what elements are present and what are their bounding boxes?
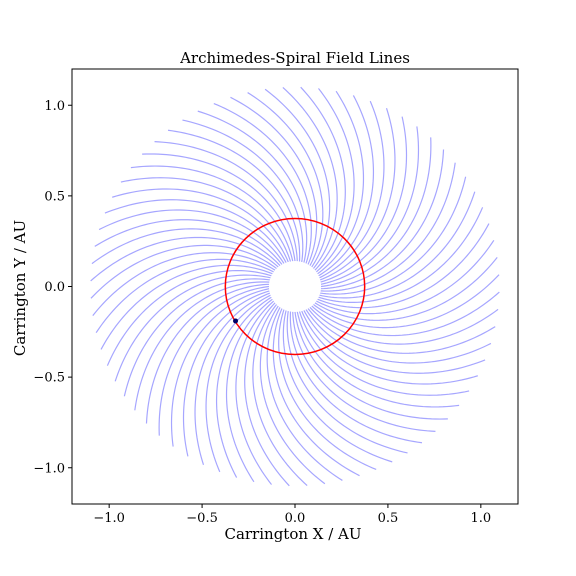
field-line — [314, 256, 498, 321]
field-line — [130, 165, 294, 262]
x-tick-label: 1.0 — [470, 511, 491, 526]
field-line — [282, 87, 338, 269]
field-line — [289, 311, 423, 444]
y-tick-label: −1.0 — [33, 461, 65, 476]
x-tick-label: −0.5 — [186, 511, 218, 526]
field-line — [307, 308, 496, 354]
field-line — [319, 191, 476, 299]
sun-disk — [268, 261, 322, 312]
field-line — [282, 310, 393, 463]
field-line — [320, 116, 408, 283]
field-line — [320, 176, 467, 295]
y-axis: −1.0 −0.5 0.0 0.5 1.0 — [33, 99, 72, 476]
y-tick-label: 0.5 — [44, 189, 65, 204]
field-line — [319, 100, 385, 279]
field-line — [120, 177, 292, 262]
field-line — [247, 92, 324, 266]
y-tick-label: −0.5 — [33, 371, 65, 386]
field-line — [91, 228, 281, 267]
x-tick-label: 0.0 — [285, 511, 306, 526]
x-axis-label: Carrington X / AU — [224, 525, 361, 543]
field-line — [305, 309, 492, 364]
field-line — [158, 285, 270, 436]
field-line — [213, 102, 312, 264]
field-line — [90, 236, 279, 282]
field-line — [319, 108, 396, 281]
field-line — [182, 290, 270, 457]
field-line — [320, 162, 456, 292]
field-line — [272, 308, 360, 477]
field-line — [294, 311, 448, 420]
field-line — [259, 305, 326, 485]
field-line — [300, 86, 346, 271]
field-line — [266, 307, 343, 481]
field-line — [170, 288, 270, 447]
field-line — [154, 141, 298, 262]
x-tick-label: 0.5 — [378, 511, 399, 526]
field-line — [100, 264, 273, 350]
field-line — [264, 88, 331, 268]
field-line — [95, 258, 274, 334]
field-line — [244, 302, 290, 487]
field-line — [286, 310, 408, 454]
field-line — [318, 95, 375, 277]
field-line — [317, 223, 490, 309]
field-line — [182, 119, 304, 263]
field-line — [317, 90, 365, 275]
field-line — [318, 207, 484, 304]
field-line — [112, 188, 289, 263]
field-line — [142, 153, 296, 262]
x-tick-label: −1.0 — [93, 511, 125, 526]
field-line — [104, 199, 287, 263]
field-line — [278, 309, 377, 471]
field-line — [320, 137, 432, 288]
overlays — [224, 217, 366, 356]
field-line — [316, 239, 495, 315]
field-line — [320, 149, 445, 290]
spacecraft-marker — [233, 318, 239, 324]
field-line — [311, 291, 500, 337]
field-line — [252, 304, 308, 486]
field-line — [98, 209, 285, 264]
field-line — [235, 300, 275, 485]
field-line — [92, 252, 276, 317]
field-line — [197, 110, 308, 263]
plot-area — [72, 69, 518, 504]
field-line — [123, 278, 270, 397]
field-lines — [90, 86, 500, 487]
field-line — [205, 294, 271, 473]
field-line — [303, 310, 486, 374]
field-line — [194, 292, 271, 465]
chart-title: Archimedes-Spiral Field Lines — [179, 49, 410, 67]
field-line — [145, 283, 270, 424]
x-axis: −1.0 −0.5 0.0 0.5 1.0 — [93, 504, 491, 526]
field-line — [94, 219, 283, 265]
field-line — [313, 274, 500, 329]
field-line — [225, 298, 273, 483]
field-line — [292, 311, 436, 432]
field-line — [167, 129, 301, 262]
field-line — [309, 306, 499, 345]
field-line — [106, 269, 272, 366]
field-line — [215, 296, 272, 478]
field-line — [315, 88, 355, 273]
field-line — [320, 126, 420, 285]
y-tick-label: 1.0 — [44, 99, 65, 114]
field-line — [301, 310, 478, 385]
y-tick-label: 0.0 — [44, 280, 65, 295]
field-line — [296, 311, 460, 408]
y-axis-label: Carrington Y / AU — [11, 220, 29, 356]
field-line — [230, 96, 318, 265]
field-line — [90, 244, 277, 299]
field-line — [114, 274, 271, 382]
orbit-circle — [224, 217, 366, 356]
field-line — [134, 281, 270, 411]
field-line — [298, 311, 470, 396]
